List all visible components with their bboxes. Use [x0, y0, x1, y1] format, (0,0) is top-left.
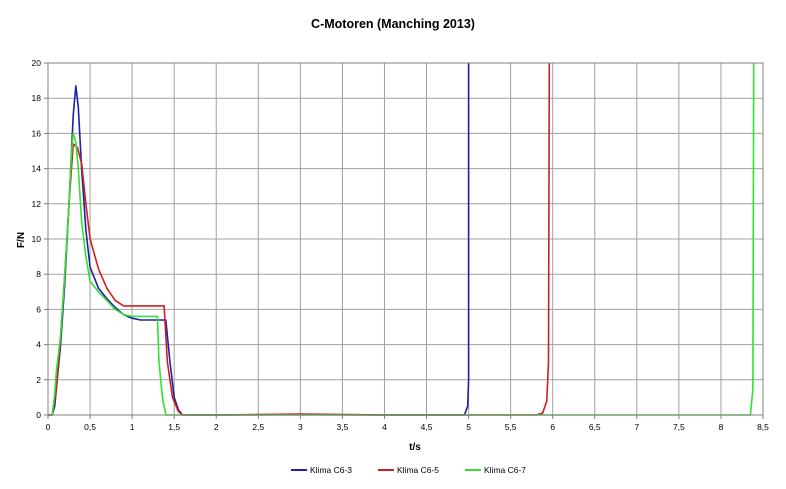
x-tick-label: 8,5 [757, 422, 769, 432]
x-tick-label: 1 [130, 422, 135, 432]
grid [47, 62, 764, 416]
y-tick-label: 2 [36, 375, 41, 385]
y-tick-label: 18 [32, 93, 42, 103]
chart-title: C-Motoren (Manching 2013) [311, 17, 475, 31]
y-tick-label: 14 [32, 164, 42, 174]
x-tick-label: 4 [382, 422, 387, 432]
x-tick-label: 2 [214, 422, 219, 432]
y-axis-label: F/N [16, 232, 27, 248]
legend-label: Klima C6-7 [484, 465, 526, 475]
x-axis-label: t/s [409, 442, 421, 453]
y-tick-label: 6 [36, 304, 41, 314]
x-tick-label: 8 [719, 422, 724, 432]
y-tick-label: 0 [36, 410, 41, 420]
legend-label: Klima C6-3 [310, 465, 352, 475]
y-tick-label: 8 [36, 269, 41, 279]
x-tick-label: 6,5 [589, 422, 601, 432]
y-tick-label: 16 [32, 128, 42, 138]
x-tick-label: 4,5 [421, 422, 433, 432]
y-tick-label: 12 [32, 199, 42, 209]
x-tick-label: 0,5 [84, 422, 96, 432]
y-tick-label: 10 [32, 234, 42, 244]
x-tick-label: 2,5 [252, 422, 264, 432]
x-tick-label: 3,5 [336, 422, 348, 432]
legend: Klima C6-3 Klima C6-5 Klima C6-7 [291, 465, 526, 475]
x-tick-label: 5 [466, 422, 471, 432]
legend-label: Klima C6-5 [397, 465, 439, 475]
y-tick-label: 4 [36, 340, 41, 350]
x-tick-label: 6 [550, 422, 555, 432]
x-tick-label: 7,5 [673, 422, 685, 432]
x-tick-label: 0 [46, 422, 51, 432]
plot-frame [47, 62, 764, 416]
y-tick-label: 20 [32, 58, 42, 68]
axis-ticks: 0 0,5 1 1,5 2 2,5 3 3,5 4 4,5 5 5,5 6 6,5 7 7,5 8 8,5 0 2 4 6… [32, 58, 770, 432]
x-tick-label: 7 [634, 422, 639, 432]
x-tick-label: 5,5 [505, 422, 517, 432]
x-tick-label: 1,5 [168, 422, 180, 432]
x-tick-label: 3 [298, 422, 303, 432]
